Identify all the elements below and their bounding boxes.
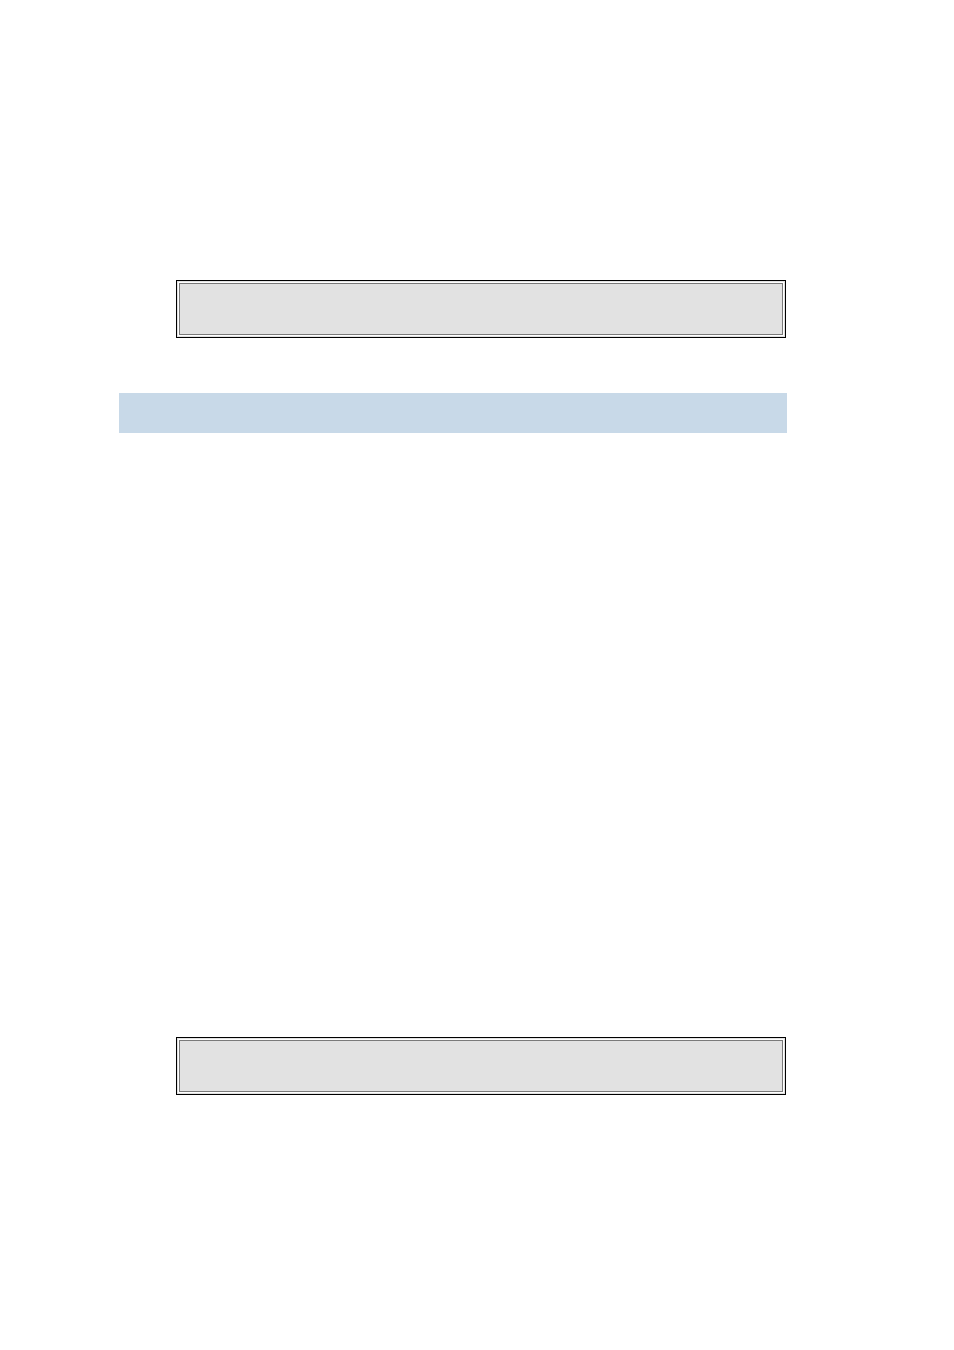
code-block-1: [176, 280, 786, 338]
section-heading-banner: [119, 393, 787, 433]
code-block-2: [176, 1037, 786, 1095]
page: [0, 0, 954, 1350]
